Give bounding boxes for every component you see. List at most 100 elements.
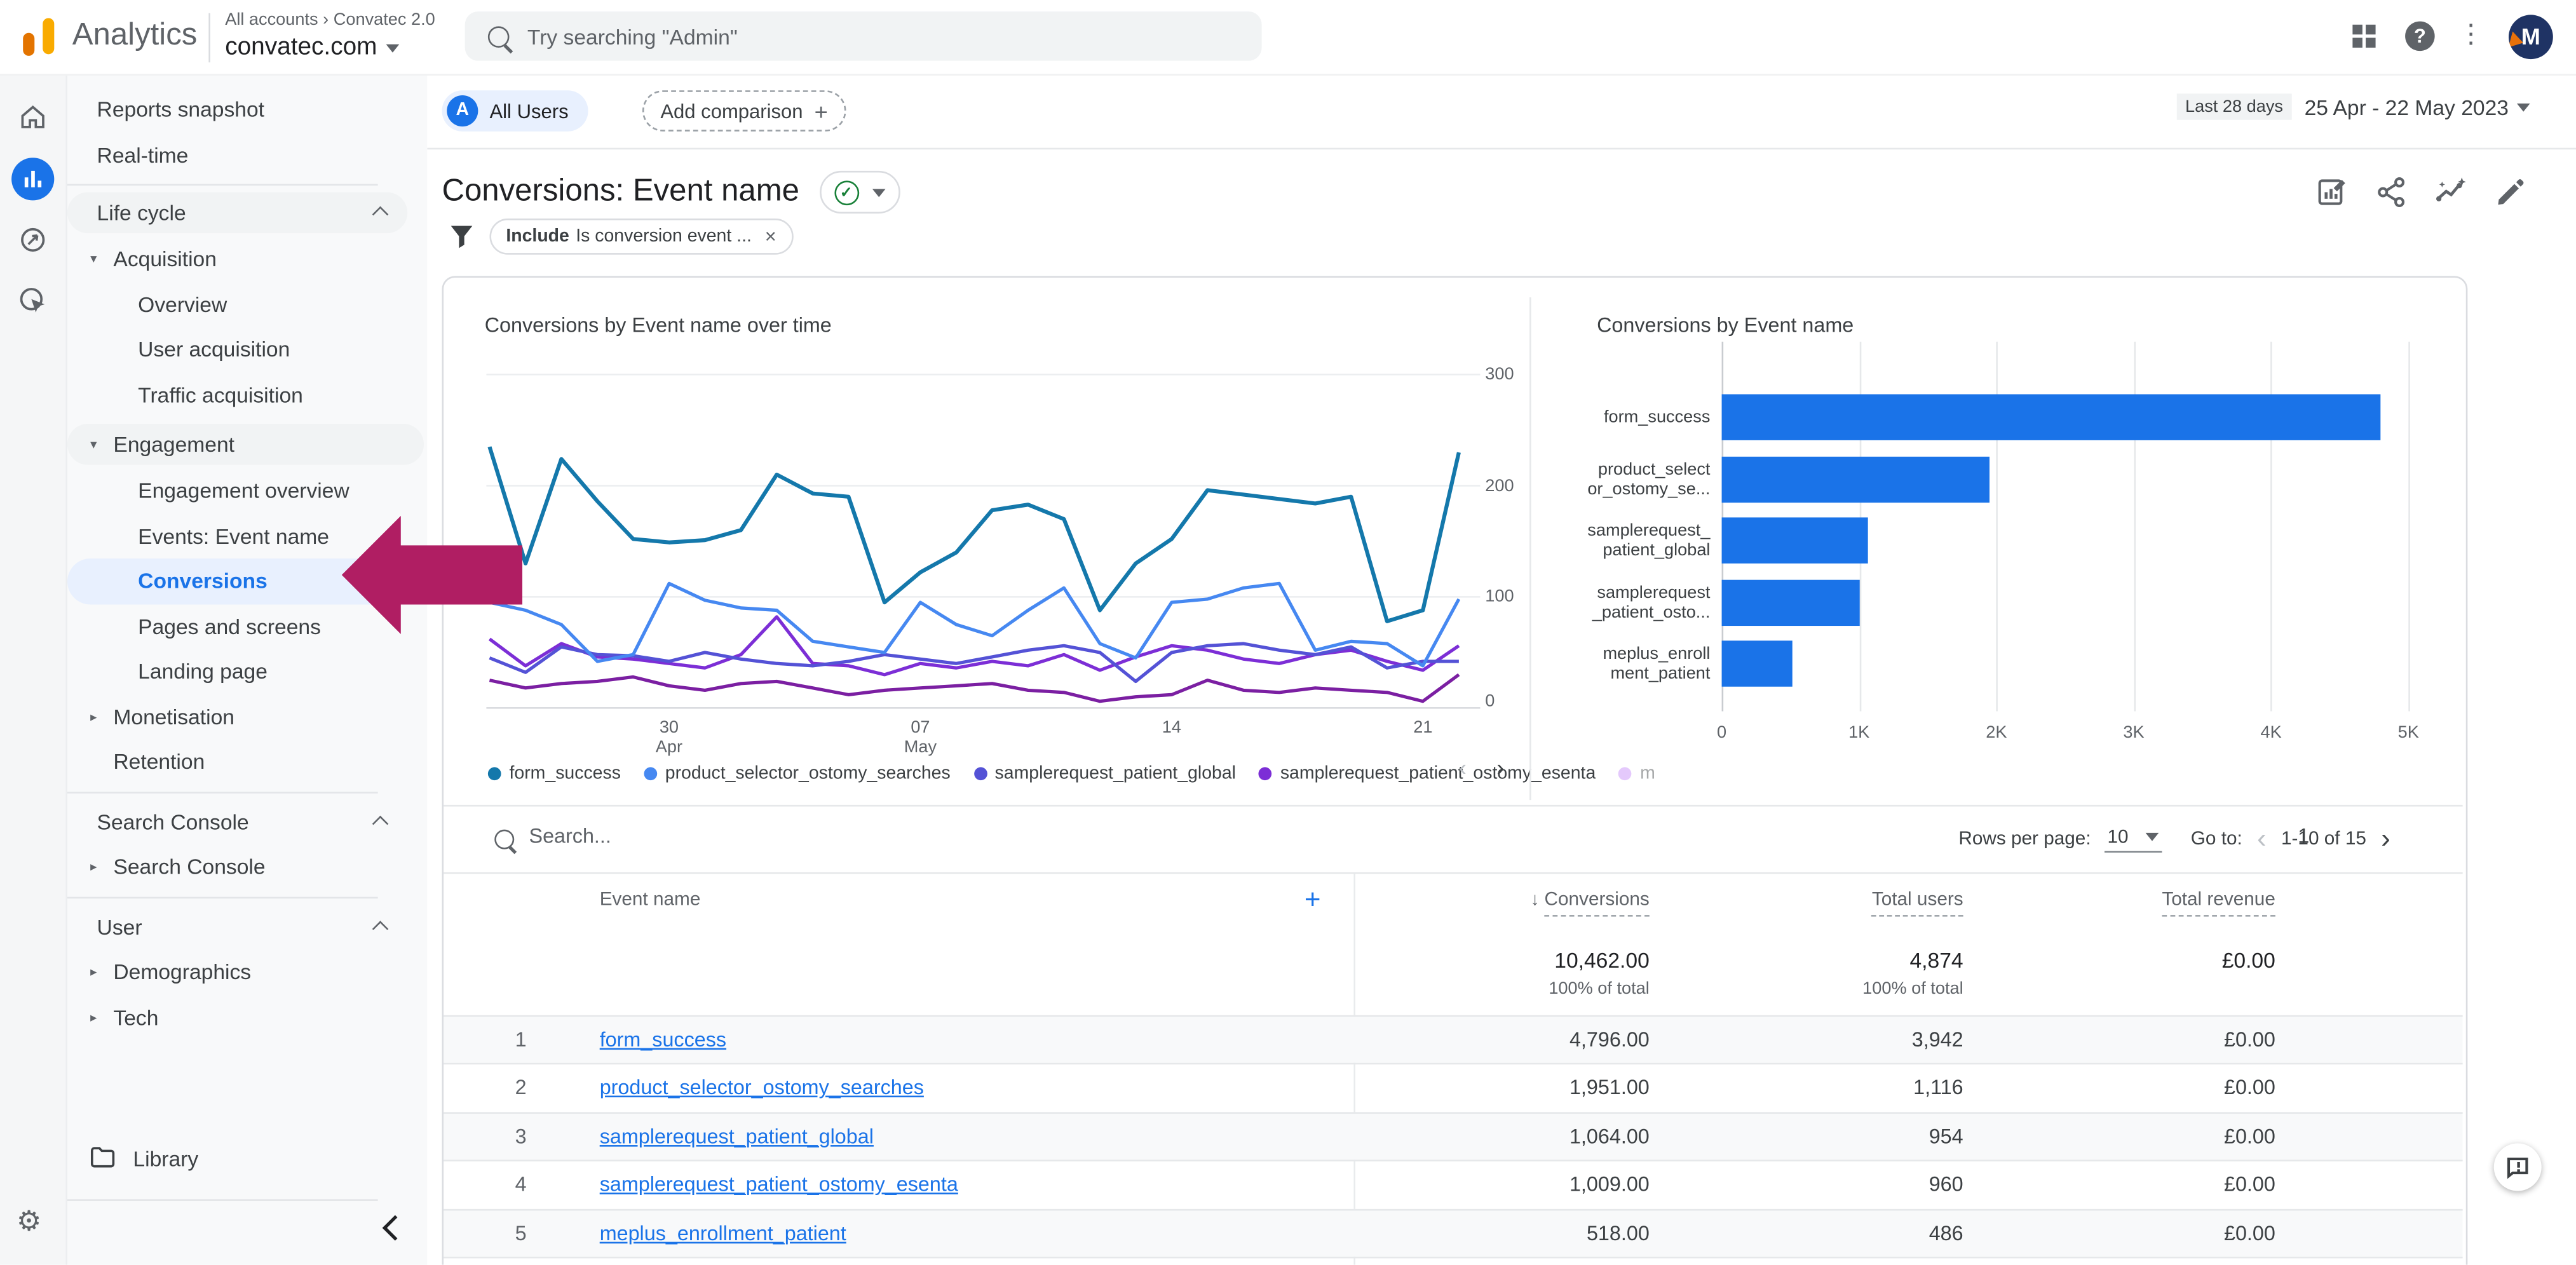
admin-gear-icon[interactable]: ⚙ [17, 1206, 41, 1239]
bar-samplerequest_patient_global[interactable] [1722, 517, 1868, 563]
sidebar-item-tech[interactable]: ▸Tech [67, 994, 424, 1039]
global-search[interactable] [465, 11, 1262, 61]
legend-item-form_success[interactable]: form_success [488, 764, 621, 783]
sidebar-item-engagement-overview[interactable]: Engagement overview [67, 468, 449, 513]
all-users-chip[interactable]: A All Users [442, 90, 588, 132]
y-axis-tick: 100 [1485, 586, 1535, 606]
legend-item-meplus_enrollment_patient[interactable]: m [1618, 764, 1655, 783]
event-name-link[interactable]: form_success [600, 1017, 726, 1063]
advertising-icon[interactable] [18, 286, 48, 316]
kebab-menu-icon[interactable]: ⋮ [2458, 18, 2484, 51]
column-header-conversions[interactable]: ↓Conversions [1531, 890, 1650, 910]
help-icon[interactable]: ? [2405, 22, 2435, 51]
sidebar-item-reports-snapshot[interactable]: Reports snapshot [67, 87, 407, 132]
x-tick-day: 30 [633, 718, 705, 738]
sidebar-item-monetisation[interactable]: ▸Monetisation [67, 694, 424, 739]
cell-total-revenue: £0.00 [2224, 1258, 2275, 1264]
sidebar-item-demographics[interactable]: ▸Demographics [67, 949, 424, 994]
event-name-link[interactable]: samplerequest_patient_ostomy_esenta [600, 1161, 958, 1208]
date-range-picker[interactable]: Last 28 days 25 Apr - 22 May 2023 [2177, 93, 2530, 119]
table-row-samplerequest_patient_global: 3samplerequest_patient_global1,064.00954… [444, 1112, 2463, 1160]
table-search-input[interactable] [525, 823, 1025, 849]
analytics-logo-icon[interactable] [17, 15, 59, 57]
event-name-link[interactable]: samplerequest_patient_global [600, 1113, 874, 1160]
caret-collapsed-icon[interactable]: ▸ [85, 994, 102, 1039]
search-input[interactable] [524, 22, 1155, 50]
home-icon[interactable] [18, 102, 48, 132]
report-quality-badge[interactable]: ✓ [819, 171, 900, 213]
sidebar-item-landing-page[interactable]: Landing page [67, 649, 449, 694]
sidebar-item-user-acquisition[interactable]: User acquisition [67, 327, 449, 372]
column-header-total-revenue[interactable]: Total revenue [2162, 890, 2275, 910]
row-number: 1 [506, 1017, 536, 1063]
property-name: convatec.com [225, 33, 377, 61]
sidebar-item-engagement[interactable]: ▾Engagement [67, 424, 424, 465]
reports-icon-active[interactable] [11, 158, 54, 200]
sidebar-item-acquisition[interactable]: ▾Acquisition [67, 236, 424, 281]
column-header-event-name[interactable]: Event name [600, 890, 701, 910]
bar-samplerequest_patient_ostomy_esenta[interactable] [1722, 580, 1860, 626]
event-name-link[interactable]: product_selector_ostomy_searches [600, 1065, 924, 1111]
customize-report-icon[interactable] [2316, 176, 2349, 209]
sidebar-item-real-time[interactable]: Real-time [67, 132, 407, 177]
bar-product_selector_ostomy_searches[interactable] [1722, 457, 1990, 503]
legend-item-samplerequest_patient_global[interactable]: samplerequest_patient_global [973, 764, 1236, 783]
sidebar-item-library[interactable]: Library [67, 1137, 378, 1181]
bar-category-line: product_select [1566, 460, 1711, 480]
sidebar-item-overview[interactable]: Overview [67, 281, 449, 327]
caret-expanded-icon[interactable]: ▾ [85, 236, 102, 281]
legend-item-product_selector_ostomy_searches[interactable]: product_selector_ostomy_searches [644, 764, 951, 783]
caret-expanded-icon[interactable]: ▾ [85, 424, 102, 465]
check-circle-icon: ✓ [834, 180, 858, 205]
report-title-row: Conversions: Event name ✓ [442, 168, 899, 217]
add-comparison-button[interactable]: Add comparison + [642, 90, 846, 132]
segment-label: All Users [489, 99, 568, 122]
filter-chip[interactable]: Include Is conversion event ... × [489, 219, 792, 255]
avatar[interactable]: M [2509, 15, 2553, 59]
collapse-drawer-icon[interactable] [383, 1215, 408, 1241]
x-tick-month: May [885, 738, 957, 757]
bar-form_success[interactable] [1722, 395, 2381, 440]
event-name-link[interactable]: meplus_enrollment_patient [600, 1210, 846, 1256]
sidebar-item-traffic-acquisition[interactable]: Traffic acquisition [67, 372, 449, 417]
chevron-up-icon[interactable] [372, 815, 389, 832]
x-tick-month: Apr [633, 738, 705, 757]
nav-rail: ⚙ [0, 74, 67, 1264]
caret-collapsed-icon[interactable]: ▸ [85, 694, 102, 739]
sidebar-item-search-console[interactable]: Search Console [67, 799, 407, 844]
cell-conversions: 518.00 [1587, 1210, 1650, 1256]
plus-icon: + [815, 98, 828, 124]
sidebar-item-life-cycle[interactable]: Life cycle [67, 192, 407, 233]
explore-icon[interactable] [18, 225, 48, 255]
sidebar-item-retention[interactable]: Retention [67, 739, 424, 784]
sidebar-item-user[interactable]: User [67, 904, 407, 949]
legend-item-samplerequest_patient_ostomy_esenta[interactable]: samplerequest_patient_ostomy_esenta [1259, 764, 1596, 783]
bar-category-line: samplerequest_ [1566, 521, 1711, 541]
insights-icon[interactable] [2435, 176, 2468, 209]
bar-meplus_enrollment_patient[interactable] [1722, 640, 1793, 686]
chevron-down-icon [385, 44, 398, 52]
cell-total-users: 3,942 [1912, 1017, 1963, 1063]
sidebar-item-search-console[interactable]: ▸Search Console [67, 844, 424, 890]
legend-label: samplerequest_patient_global [995, 764, 1236, 783]
chevron-up-icon[interactable] [372, 206, 389, 223]
filter-funnel-icon[interactable] [450, 224, 473, 249]
caret-collapsed-icon[interactable]: ▸ [85, 844, 102, 890]
share-icon[interactable] [2376, 176, 2409, 209]
legend-prev-icon[interactable]: ‹ [1459, 754, 1467, 780]
property-selector[interactable]: convatec.com [225, 33, 398, 61]
cell-total-revenue: £0.00 [2224, 1065, 2275, 1111]
column-header-total-users[interactable]: Total users [1872, 890, 1963, 910]
add-dimension-icon[interactable]: + [1305, 884, 1321, 917]
close-icon[interactable]: × [765, 225, 776, 248]
chevron-up-icon[interactable] [372, 920, 389, 937]
feedback-button[interactable] [2494, 1143, 2542, 1191]
caret-collapsed-icon[interactable]: ▸ [85, 949, 102, 994]
legend-next-icon[interactable]: › [1496, 754, 1504, 780]
logo-dot [23, 44, 34, 56]
edit-pencil-icon[interactable] [2494, 176, 2527, 209]
goto-page-input[interactable] [2054, 823, 2553, 851]
diagnostics-grid-icon[interactable] [2352, 25, 2375, 48]
table-row-samplerequest_patient_ostomy_esenta: 4samplerequest_patient_ostomy_esenta1,00… [444, 1160, 2463, 1208]
event-name-link[interactable]: popup_samplerequest_patient [600, 1258, 876, 1264]
